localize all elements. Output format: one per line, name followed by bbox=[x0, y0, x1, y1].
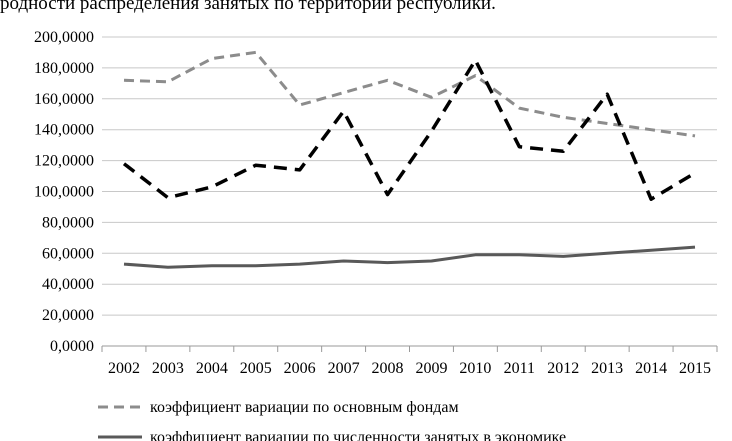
series-line-2 bbox=[123, 245, 696, 269]
series-line-0 bbox=[123, 50, 696, 138]
y-tick-label: 120,0000 bbox=[34, 153, 94, 170]
x-tick-label: 2008 bbox=[372, 360, 404, 377]
grid-lines bbox=[102, 36, 717, 347]
x-tick-label: 2013 bbox=[591, 360, 623, 377]
x-tick-label: 2012 bbox=[547, 360, 579, 377]
y-tick-label: 40,0000 bbox=[42, 276, 94, 293]
legend-label: коэффициент вариации по численности заня… bbox=[150, 429, 566, 441]
y-tick-label: 0,0000 bbox=[50, 338, 94, 355]
y-axis-ticks: 0,0000 20,0000 40,0000 60,0000 80,0000 100,00… bbox=[34, 29, 94, 355]
x-tick-label: 2015 bbox=[679, 360, 711, 377]
x-tick-label: 2006 bbox=[284, 360, 316, 377]
legend-label: коэффициент вариации по основным фондам bbox=[150, 399, 459, 416]
x-tick-label: 2009 bbox=[415, 360, 447, 377]
x-tick-label: 2011 bbox=[504, 360, 535, 377]
x-tick-label: 2003 bbox=[152, 360, 184, 377]
x-tick-label: 2010 bbox=[459, 360, 491, 377]
y-tick-label: 140,0000 bbox=[34, 122, 94, 139]
x-tick-label: 2004 bbox=[196, 360, 228, 377]
chart-caption: родности распределения занятых по террит… bbox=[0, 0, 496, 14]
x-tick-label: 2002 bbox=[108, 360, 140, 377]
y-tick-label: 180,0000 bbox=[34, 60, 94, 77]
x-tick-label: 2014 bbox=[635, 360, 667, 377]
y-tick-label: 200,0000 bbox=[34, 29, 94, 46]
y-tick-label: 80,0000 bbox=[42, 214, 94, 231]
legend: коэффициент вариации по основным фондам к… bbox=[98, 399, 566, 441]
x-tick-label: 2005 bbox=[240, 360, 272, 377]
x-tick-label: 2007 bbox=[328, 360, 360, 377]
y-tick-label: 60,0000 bbox=[42, 245, 94, 262]
series-lines bbox=[122, 50, 696, 269]
y-tick-label: 20,0000 bbox=[42, 307, 94, 324]
y-tick-label: 160,0000 bbox=[34, 91, 94, 108]
x-axis-ticks: 2002 2003 2004 2005 2006 2007 2008 2009 2010 2011… bbox=[101, 346, 718, 377]
y-tick-label: 100,0000 bbox=[34, 184, 94, 201]
series-line-1 bbox=[122, 58, 696, 201]
